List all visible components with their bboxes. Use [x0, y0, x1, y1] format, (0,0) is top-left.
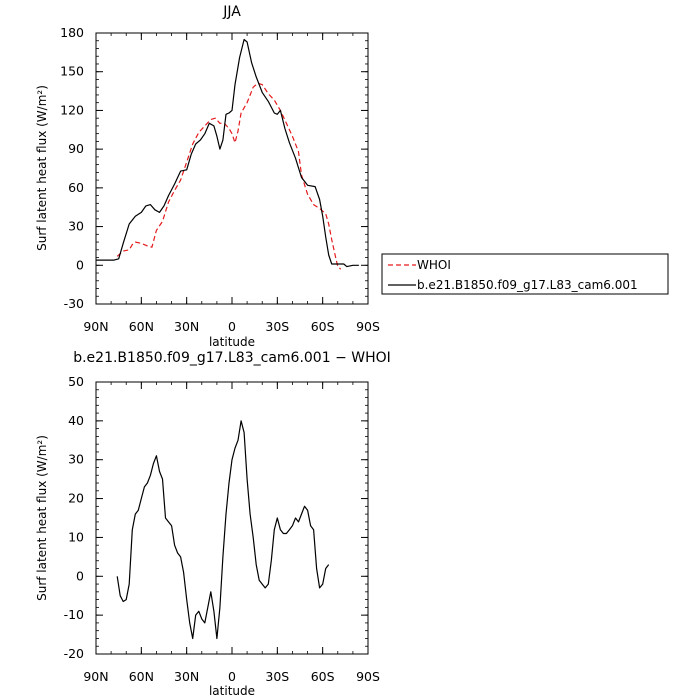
top-x-tick-label: 0 — [228, 319, 236, 334]
top-y-tick-label: 180 — [60, 25, 84, 40]
bottom-x-tick-label: 60S — [311, 669, 335, 684]
top-y-axis-label: Surf latent heat flux (W/m²) — [35, 85, 49, 251]
top-x-tick-label: 90S — [356, 319, 380, 334]
top-y-tick-label: 120 — [60, 102, 84, 117]
bottom-y-tick-label: 20 — [68, 491, 84, 506]
top-series-line-model — [96, 38, 359, 268]
top-y-tick-label: 60 — [68, 180, 84, 195]
bottom-y-tick-label: 30 — [68, 452, 84, 467]
top-x-tick-label: 60N — [129, 319, 154, 334]
bottom-y-tick-label: 0 — [76, 568, 84, 583]
top-chart-panel: JJA -30 0 30 60 90 120 150 180 90N 60N 30N 0 30S 60S 9… — [35, 4, 380, 349]
bottom-x-axis-label: latitude — [209, 684, 255, 698]
legend: WHOI b.e21.B1850.f09_g17.L83_cam6.001 — [381, 253, 669, 295]
bottom-x-tick-label: 90S — [356, 669, 380, 684]
bottom-chart-title: b.e21.B1850.f09_g17.L83_cam6.001 − WHOI — [73, 350, 391, 366]
bottom-x-tick-label: 60N — [129, 669, 154, 684]
bottom-y-axis-label: Surf latent heat flux (W/m²) — [35, 435, 49, 601]
top-y-tick-label: 0 — [76, 257, 84, 272]
bottom-y-tick-label: -10 — [64, 607, 84, 622]
top-y-tick-label: -30 — [64, 296, 84, 311]
top-y-tick-label: 150 — [60, 64, 84, 79]
top-x-axis-label: latitude — [209, 335, 255, 349]
top-y-tick-label: 30 — [68, 219, 84, 234]
bottom-axis-ticks: -20 -10 0 10 20 30 40 50 90N 60N 30N 0 30S 60S 90S — [64, 374, 380, 684]
top-y-tick-label: 90 — [68, 141, 84, 156]
bottom-y-tick-label: -20 — [64, 646, 84, 661]
top-plot-frame — [95, 32, 369, 305]
bottom-series-line-model — [116, 420, 330, 640]
bottom-x-tick-label: 0 — [228, 669, 236, 684]
top-x-tick-label: 60S — [311, 319, 335, 334]
top-x-tick-label: 90N — [83, 319, 108, 334]
bottom-y-tick-label: 50 — [68, 374, 84, 389]
bottom-y-tick-label: 40 — [68, 413, 84, 428]
bottom-series-group — [116, 420, 330, 640]
bottom-x-tick-label: 90N — [83, 669, 108, 684]
legend-box — [381, 253, 669, 295]
top-x-tick-label: 30S — [265, 319, 289, 334]
bottom-x-tick-label: 30S — [265, 669, 289, 684]
bottom-x-tick-label: 30N — [174, 669, 199, 684]
top-series-group — [96, 38, 359, 270]
top-chart-title: JJA — [222, 4, 241, 20]
bottom-chart-panel: b.e21.B1850.f09_g17.L83_cam6.001 − WHOI … — [35, 350, 391, 698]
top-x-tick-label: 30N — [174, 319, 199, 334]
bottom-plot-frame — [95, 381, 369, 655]
top-series-line-whoi — [116, 82, 342, 270]
bottom-y-tick-label: 10 — [68, 529, 84, 544]
legend-label-model: b.e21.B1850.f09_g17.L83_cam6.001 — [417, 278, 638, 292]
top-axis-ticks: -30 0 30 60 90 120 150 180 90N 60N 30N 0 30S 60S 90S — [60, 25, 380, 334]
legend-label-whoi: WHOI — [417, 258, 451, 272]
